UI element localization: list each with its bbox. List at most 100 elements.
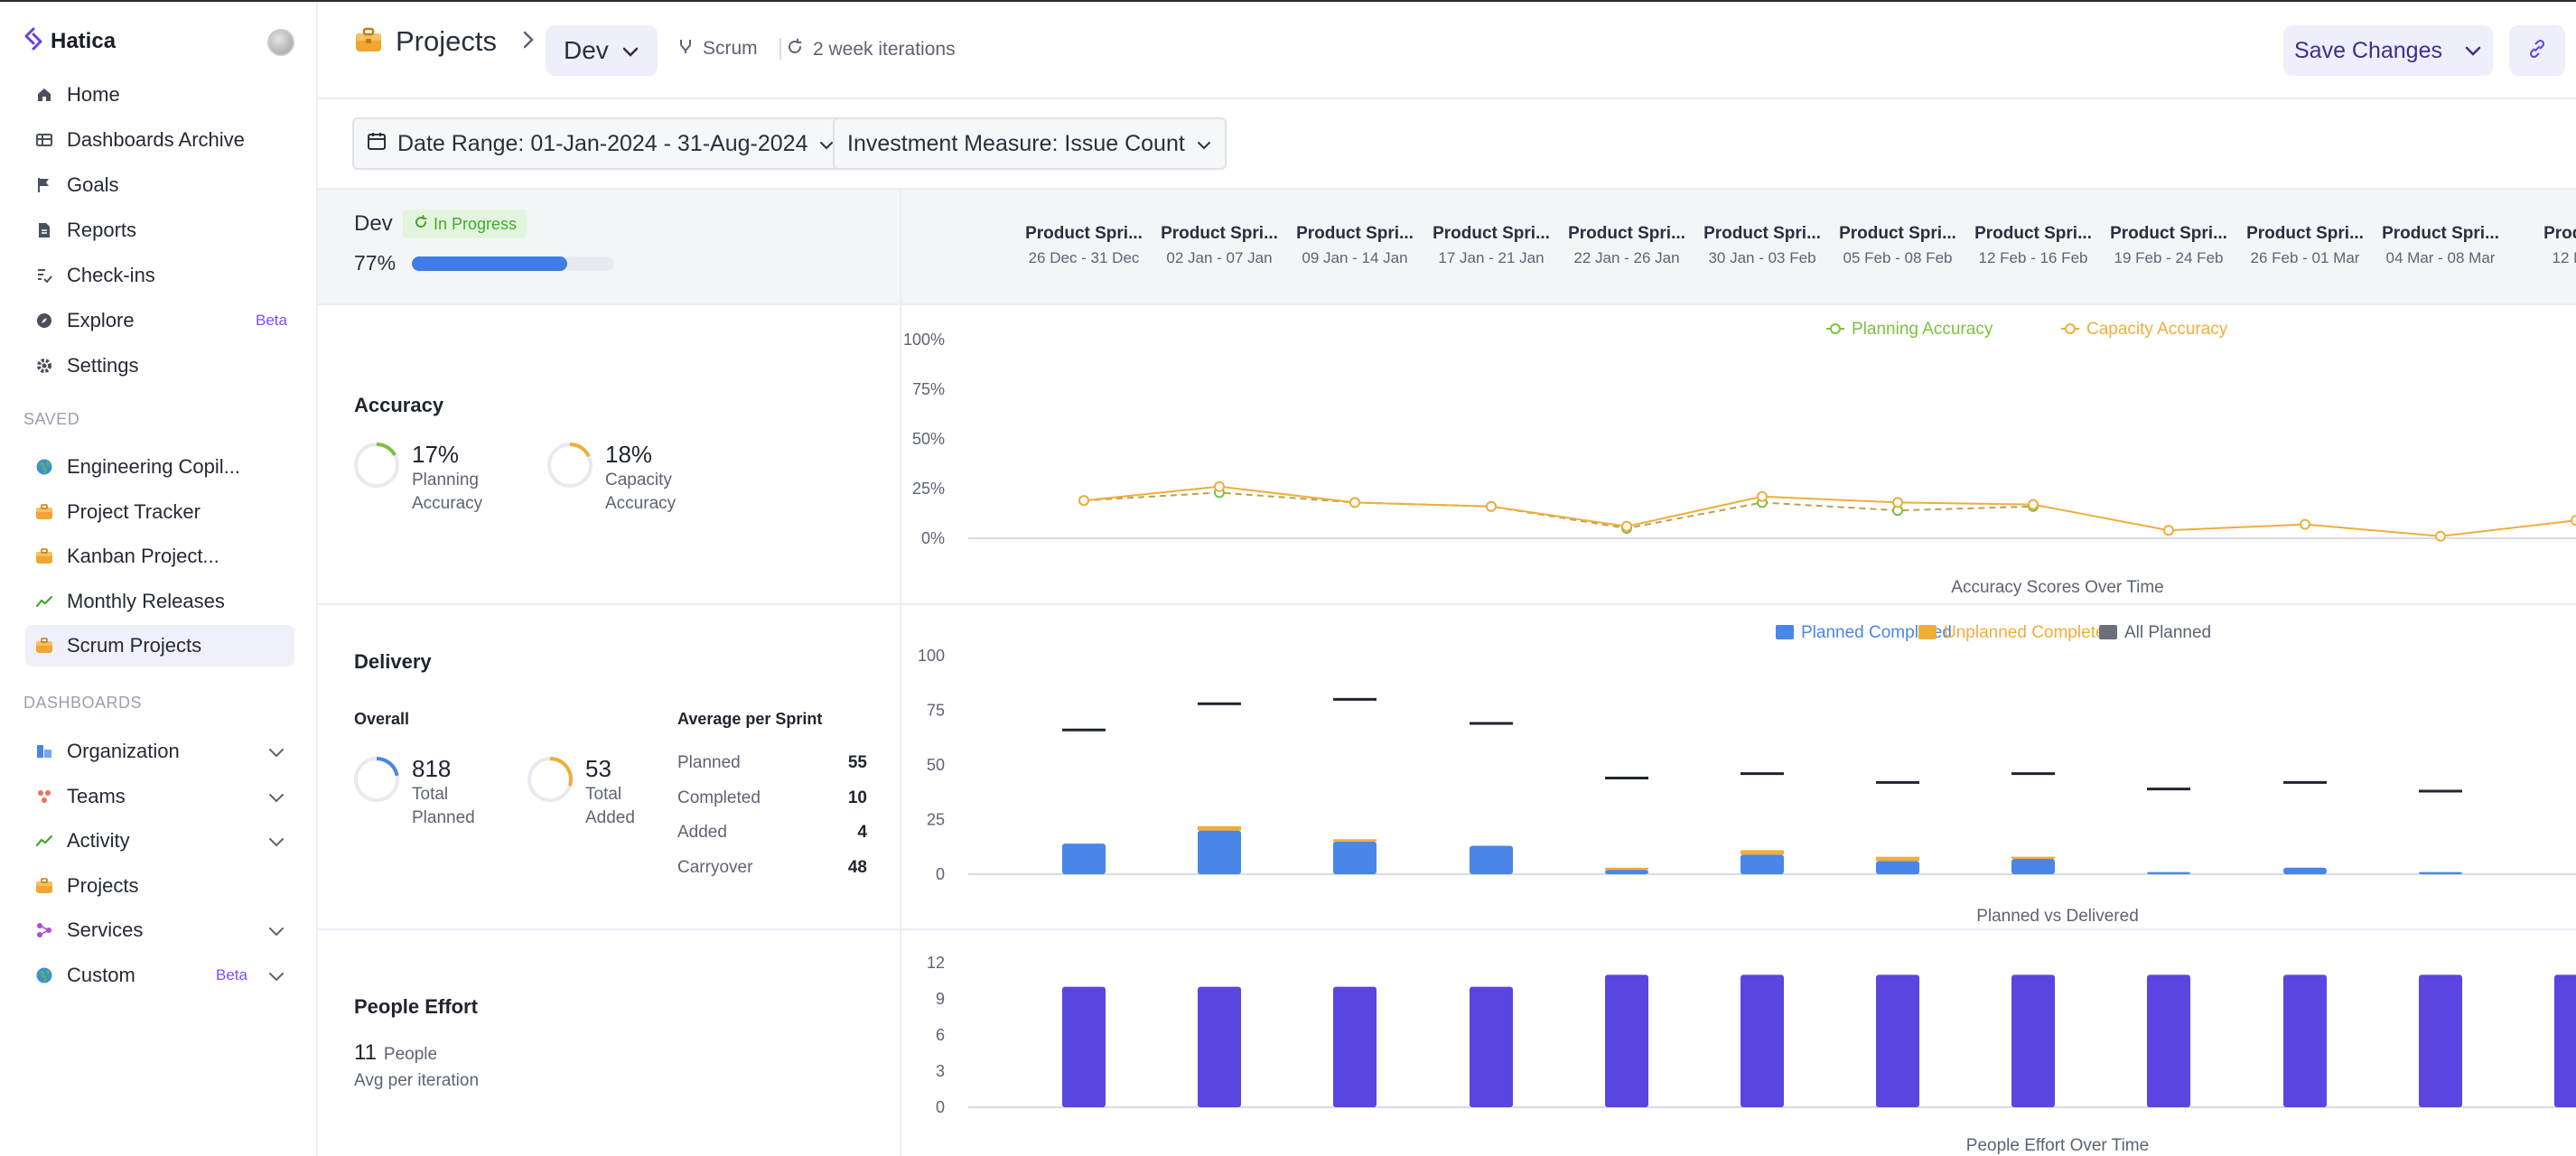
sprint-header[interactable]: Product Spri... 04 Mar - 08 Mar (2373, 224, 2508, 267)
chevron-right-icon (522, 30, 535, 54)
sidebar-item-kanban-project[interactable]: Kanban Project... (25, 536, 294, 577)
sidebar-item-teams[interactable]: Teams (25, 776, 294, 817)
sidebar-item-label: Kanban Project... (67, 545, 219, 567)
capacity-accuracy-value: 18% (605, 441, 653, 468)
sidebar-item-explore[interactable]: Explore Beta (25, 300, 294, 341)
series-line-capacity (1083, 485, 2576, 537)
y-tick-label: 75% (912, 380, 945, 398)
bar-people-effort (2147, 974, 2190, 1107)
total-planned-label-2: Planned (412, 808, 475, 827)
sprint-header[interactable]: Product Spri... 12 Feb - 16 Feb (1965, 224, 2101, 267)
sprint-name: Product Spri... (2246, 224, 2364, 243)
brand[interactable]: Hatica (23, 27, 116, 55)
total-added-label-1: Total (585, 785, 622, 804)
sprint-dates: 19 Feb - 24 Feb (2114, 249, 2224, 266)
sprint-name: Product Spri... (1568, 224, 1685, 243)
sidebar-item-label: Check-ins (67, 264, 155, 286)
bar-unplanned-completed (1741, 850, 1784, 855)
data-point (1757, 490, 1768, 502)
sprint-header[interactable]: Product Spri... 30 Jan - 03 Feb (1694, 224, 1830, 267)
y-tick-label: 75 (927, 702, 945, 720)
sprint-name: Product Spri... (1703, 224, 1821, 243)
capacity-accuracy-label-1: Capacity (605, 471, 672, 489)
project-selector[interactable]: Dev (546, 25, 658, 76)
chevron-down-icon (621, 36, 639, 65)
sprint-dates: 05 Feb - 08 Feb (1843, 249, 1953, 266)
sidebar-item-label: Dashboards Archive (67, 128, 245, 151)
data-point (2435, 530, 2446, 542)
sprint-header[interactable]: Product Spri... 05 Feb - 08 Feb (1830, 224, 1965, 267)
project-name[interactable]: Dev (354, 211, 393, 236)
data-point (2028, 499, 2039, 510)
people-count-label: People (383, 1045, 438, 1064)
bar-people-effort (2011, 974, 2055, 1107)
sidebar-item-reports[interactable]: Reports (25, 210, 294, 251)
sidebar-item-home[interactable]: Home (25, 74, 294, 116)
sprint-header[interactable]: Product 12 Mar (2508, 224, 2576, 267)
chevron-down-icon (267, 920, 287, 940)
bar-people-effort (2419, 974, 2462, 1107)
sidebar-item-scrum-projects[interactable]: Scrum Projects (25, 625, 294, 667)
legend-swatch (1776, 625, 1794, 639)
sprint-header[interactable]: Product Spri... 17 Jan - 21 Jan (1423, 224, 1559, 267)
sprint-name: Product Spri... (1161, 224, 1278, 243)
save-changes-button[interactable]: Save Changes (2283, 25, 2493, 76)
globe-icon (34, 457, 54, 477)
divider (318, 603, 2576, 605)
accuracy-chart: 100% 75% 50% 25% 0% Planning Accuracy Capacity… (903, 320, 2576, 597)
series-line-planning (1083, 491, 2034, 530)
sidebar-item-dashboards-archive[interactable]: Dashboards Archive (25, 119, 294, 161)
sprint-header[interactable]: Product Spri... 02 Jan - 07 Jan (1152, 224, 1287, 267)
avg-value: 48 (847, 857, 867, 877)
investment-measure-filter[interactable]: Investment Measure: Issue Count (833, 117, 1227, 170)
sidebar-item-check-ins[interactable]: Check-ins (25, 255, 294, 296)
services-icon (34, 920, 54, 940)
briefcase-icon (34, 546, 54, 566)
sidebar-item-settings[interactable]: Settings (25, 345, 294, 387)
sprint-header[interactable]: Product Spri... 26 Dec - 31 Dec (1016, 224, 1152, 267)
capacity-accuracy-label-2: Accuracy (605, 494, 677, 513)
progress-bar (412, 256, 614, 271)
bar-people-effort (2554, 974, 2576, 1107)
data-point (1486, 500, 1497, 512)
sprint-name: Product Spri... (1025, 224, 1143, 243)
sidebar-item-label: Activity (67, 829, 130, 852)
trend-icon (34, 831, 54, 851)
sidebar-item-activity[interactable]: Activity (25, 820, 294, 862)
sidebar-item-projects[interactable]: Projects (25, 865, 294, 907)
data-point (2300, 518, 2310, 530)
sidebar-item-services[interactable]: Services (25, 909, 294, 951)
sidebar-item-label: Organization (67, 740, 180, 762)
y-tick-label: 6 (936, 1026, 945, 1044)
people-effort-title: People Effort (354, 995, 478, 1018)
sidebar-item-label: Scrum Projects (67, 634, 202, 657)
sidebar-item-engineering-copil[interactable]: Engineering Copil... (25, 446, 294, 488)
sprint-header[interactable]: Product Spri... 19 Feb - 24 Feb (2101, 224, 2236, 267)
sidebar-item-organization[interactable]: Organization (25, 731, 294, 772)
sprint-dates: 22 Jan - 26 Jan (1573, 249, 1680, 266)
sidebar-item-label: Custom (67, 963, 135, 986)
avg-value: 55 (847, 753, 867, 772)
sidebar-item-monthly-releases[interactable]: Monthly Releases (25, 581, 294, 622)
data-point (1214, 480, 1225, 492)
total-added-ring (527, 757, 573, 802)
sidebar-item-project-tracker[interactable]: Project Tracker (25, 491, 294, 533)
sprint-header[interactable]: Product Spri... 22 Jan - 26 Jan (1559, 224, 1694, 267)
page-title[interactable]: Projects (396, 25, 497, 57)
sidebar-item-label: Reports (67, 219, 137, 241)
document-icon (34, 220, 54, 240)
metrics-column (318, 190, 901, 1156)
sidebar-item-goals[interactable]: Goals (25, 164, 294, 206)
chart-title: Planned vs Delivered (1976, 907, 2139, 926)
planning-accuracy-label-2: Accuracy (412, 494, 483, 513)
sprint-header[interactable]: Product Spri... 26 Feb - 01 Mar (2237, 224, 2373, 267)
sidebar-item-custom[interactable]: Custom Beta (25, 955, 294, 996)
copy-link-button[interactable] (2509, 25, 2565, 76)
planning-accuracy-label-1: Planning (412, 471, 479, 489)
total-planned-ring (354, 757, 399, 802)
sprint-header[interactable]: Product Spri... 09 Jan - 14 Jan (1287, 224, 1423, 267)
date-range-filter[interactable]: Date Range: 01-Jan-2024 - 31-Aug-2024 (352, 117, 850, 170)
legend-label: All Planned (2124, 623, 2211, 642)
avatar[interactable] (267, 29, 294, 56)
